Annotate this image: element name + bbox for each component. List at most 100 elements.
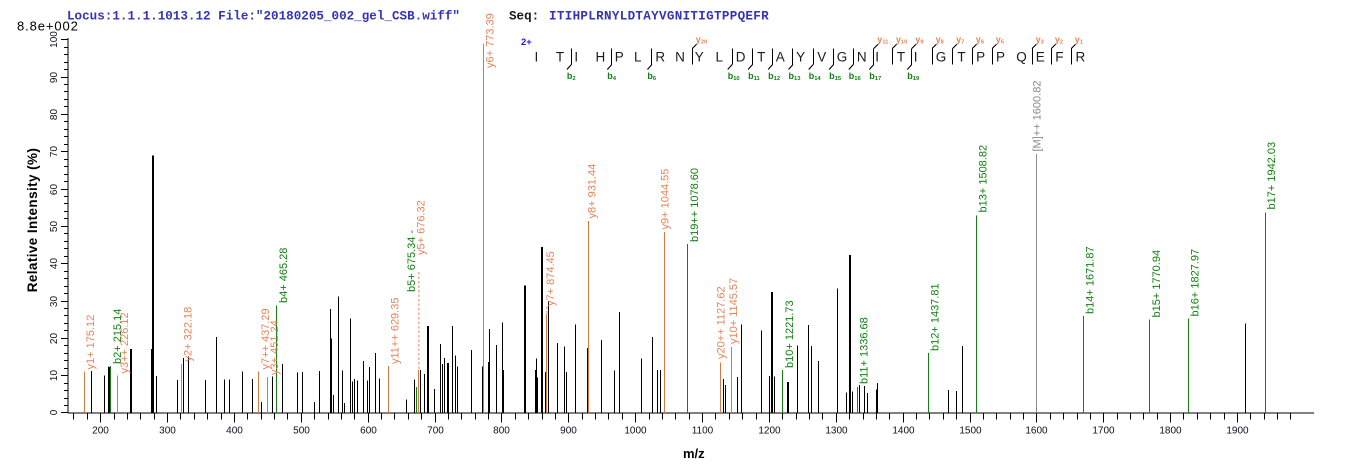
svg-text:I: I xyxy=(914,50,918,65)
svg-text:y20++ 1127.62: y20++ 1127.62 xyxy=(715,286,727,359)
svg-text:V: V xyxy=(817,50,826,65)
svg-text:8.8e+002: 8.8e+002 xyxy=(17,19,79,34)
svg-text:I: I xyxy=(574,50,578,65)
svg-text:b10+ 1221.73: b10+ 1221.73 xyxy=(784,300,796,368)
svg-text:P: P xyxy=(996,50,1005,65)
svg-text:L: L xyxy=(715,50,723,65)
svg-text:1300: 1300 xyxy=(825,426,848,437)
svg-text:800: 800 xyxy=(493,426,510,437)
svg-text:0: 0 xyxy=(49,409,60,415)
svg-text:b4+ 465.28: b4+ 465.28 xyxy=(278,248,290,303)
svg-text:1400: 1400 xyxy=(892,426,915,437)
svg-text:y7: y7 xyxy=(956,35,964,46)
svg-text:y7+ 874.45: y7+ 874.45 xyxy=(545,251,557,306)
svg-text:F: F xyxy=(1055,50,1063,65)
svg-text:E: E xyxy=(1036,50,1045,65)
svg-text:T: T xyxy=(556,50,564,65)
svg-text:b12: b12 xyxy=(768,71,780,82)
svg-text:20: 20 xyxy=(49,333,60,345)
svg-text:R: R xyxy=(655,50,665,65)
svg-text:y7++ 437.29: y7++ 437.29 xyxy=(260,308,272,369)
svg-text:b19++ 1078.60: b19++ 1078.60 xyxy=(689,168,701,242)
svg-text:y20: y20 xyxy=(696,35,707,46)
svg-text:Y: Y xyxy=(796,50,805,65)
svg-text:b4: b4 xyxy=(607,71,617,82)
svg-text:y2+ 322.18: y2+ 322.18 xyxy=(183,307,195,362)
svg-text:y6: y6 xyxy=(976,35,985,46)
svg-text:400: 400 xyxy=(226,426,243,437)
svg-text:y3+ 451.24: y3+ 451.24 xyxy=(269,320,281,375)
svg-text:N: N xyxy=(675,50,685,65)
svg-text:Seq:: Seq: xyxy=(509,10,539,24)
svg-text:R: R xyxy=(1076,50,1086,65)
svg-text:200: 200 xyxy=(92,426,109,437)
svg-text:100: 100 xyxy=(49,31,60,48)
svg-text:D: D xyxy=(736,50,746,65)
svg-text:G: G xyxy=(837,50,848,65)
svg-text:500: 500 xyxy=(293,426,310,437)
svg-text:y10+ 1145.57: y10+ 1145.57 xyxy=(728,278,740,344)
svg-text:Y: Y xyxy=(695,50,704,65)
svg-text:y1+ 175.12: y1+ 175.12 xyxy=(85,315,97,370)
svg-text:50: 50 xyxy=(49,221,60,233)
svg-text:T: T xyxy=(957,50,965,65)
svg-text:b16+ 1827.97: b16+ 1827.97 xyxy=(1190,249,1202,317)
svg-text:70: 70 xyxy=(49,146,60,158)
svg-text:b17: b17 xyxy=(869,71,881,82)
svg-text:1500: 1500 xyxy=(959,426,982,437)
svg-text:b19: b19 xyxy=(907,71,920,82)
svg-text:y11++ 629.35: y11++ 629.35 xyxy=(389,298,401,364)
svg-text:P: P xyxy=(976,50,985,65)
svg-text:30: 30 xyxy=(49,296,60,308)
svg-text:b12+ 1437.81: b12+ 1437.81 xyxy=(929,283,941,351)
svg-text:b16: b16 xyxy=(849,71,862,82)
svg-text:G: G xyxy=(936,50,947,65)
svg-text:1700: 1700 xyxy=(1092,426,1115,437)
svg-text:90: 90 xyxy=(49,72,60,84)
svg-text:[M]++ 1600.82: [M]++ 1600.82 xyxy=(1032,81,1044,152)
svg-text:y8+ 931.44: y8+ 931.44 xyxy=(586,164,598,219)
svg-text:1600: 1600 xyxy=(1025,426,1048,437)
svg-text:600: 600 xyxy=(360,426,377,437)
svg-text:80: 80 xyxy=(49,109,60,121)
svg-text:b11: b11 xyxy=(748,71,760,82)
svg-text:P: P xyxy=(615,50,624,65)
svg-text:y3: y3 xyxy=(1036,35,1045,46)
svg-text:2+: 2+ xyxy=(521,37,532,48)
svg-text:y6+ 773.39: y6+ 773.39 xyxy=(485,13,497,68)
svg-text:10: 10 xyxy=(49,370,60,382)
svg-text:b2+ 215.14: b2+ 215.14 xyxy=(112,309,124,364)
svg-text:60: 60 xyxy=(49,184,60,196)
svg-text:b13: b13 xyxy=(789,71,802,82)
svg-text:ITIHPLRNYLDTAYVGNITIGTPPQEFR: ITIHPLRNYLDTAYVGNITIGTPPQEFR xyxy=(549,10,769,24)
svg-text:y10: y10 xyxy=(896,35,907,46)
svg-text:y2: y2 xyxy=(1055,35,1063,46)
svg-text:b10: b10 xyxy=(728,71,740,82)
svg-text:1200: 1200 xyxy=(758,426,781,437)
svg-text:N: N xyxy=(857,50,867,65)
svg-text:L: L xyxy=(634,50,642,65)
svg-text:1100: 1100 xyxy=(692,426,714,437)
svg-text:I: I xyxy=(875,50,879,65)
svg-text:Locus:1.1.1.1013.12 File:"2018: Locus:1.1.1.1013.12 File:"20180205_002_g… xyxy=(67,10,460,24)
svg-text:b14: b14 xyxy=(809,71,822,82)
svg-text:1000: 1000 xyxy=(624,426,647,437)
svg-text:Relative Intensity (%): Relative Intensity (%) xyxy=(25,148,40,293)
svg-text:I: I xyxy=(535,50,539,65)
svg-text:Q: Q xyxy=(1016,50,1027,65)
svg-text:T: T xyxy=(757,50,765,65)
svg-text:b17+ 1942.03: b17+ 1942.03 xyxy=(1266,142,1278,210)
svg-text:40: 40 xyxy=(49,258,60,270)
svg-text:H: H xyxy=(596,50,606,65)
svg-text:1800: 1800 xyxy=(1159,426,1182,437)
svg-text:1900: 1900 xyxy=(1226,426,1249,437)
svg-text:T: T xyxy=(897,50,905,65)
svg-text:b5+ 675.34 -: b5+ 675.34 - xyxy=(406,230,418,292)
svg-text:A: A xyxy=(776,50,785,65)
svg-text:b11+ 1336.68: b11+ 1336.68 xyxy=(859,317,871,384)
svg-text:m/z: m/z xyxy=(683,446,705,461)
svg-text:b14+ 1671.87: b14+ 1671.87 xyxy=(1085,246,1097,314)
svg-text:y11: y11 xyxy=(877,35,889,46)
svg-text:y8: y8 xyxy=(936,35,945,46)
svg-text:y5: y5 xyxy=(996,35,1005,46)
